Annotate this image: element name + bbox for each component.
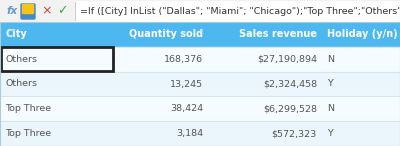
Text: =If ([City] InList ("Dallas"; "Miami"; "Chicago");"Top Three";"Others"): =If ([City] InList ("Dallas"; "Miami"; "… (80, 7, 400, 15)
Text: $6,299,528: $6,299,528 (263, 104, 317, 113)
Text: $2,324,458: $2,324,458 (263, 80, 317, 88)
Text: N: N (327, 55, 334, 64)
Text: $27,190,894: $27,190,894 (257, 55, 317, 64)
Text: N: N (327, 104, 334, 113)
FancyBboxPatch shape (21, 4, 35, 19)
Text: Y: Y (327, 80, 333, 88)
Bar (114, 22, 208, 47)
Text: Top Three: Top Three (5, 104, 51, 113)
Bar (0, 121, 400, 146)
Text: Top Three: Top Three (5, 129, 51, 138)
Text: Others: Others (5, 55, 37, 64)
Bar (0, 96, 400, 121)
Text: Quantity sold: Quantity sold (129, 29, 203, 39)
Text: Holiday (y/n): Holiday (y/n) (327, 29, 398, 39)
Bar (322, 22, 400, 47)
Text: Others: Others (5, 80, 37, 88)
FancyBboxPatch shape (22, 5, 34, 13)
Text: Sales revenue: Sales revenue (239, 29, 317, 39)
Bar (0, 72, 400, 96)
Text: $572,323: $572,323 (272, 129, 317, 138)
Text: Y: Y (327, 129, 333, 138)
Text: City: City (5, 29, 27, 39)
Text: fx: fx (6, 6, 17, 16)
Bar (208, 22, 322, 47)
Text: 38,424: 38,424 (170, 104, 203, 113)
Text: 13,245: 13,245 (170, 80, 203, 88)
Bar (0, 22, 114, 47)
Text: 3,184: 3,184 (176, 129, 203, 138)
Text: ✓: ✓ (57, 5, 67, 18)
Bar (0, 47, 400, 72)
Text: ×: × (42, 5, 52, 18)
Text: 168,376: 168,376 (164, 55, 203, 64)
Bar (0, 47, 114, 71)
Bar (76, 1, 399, 21)
